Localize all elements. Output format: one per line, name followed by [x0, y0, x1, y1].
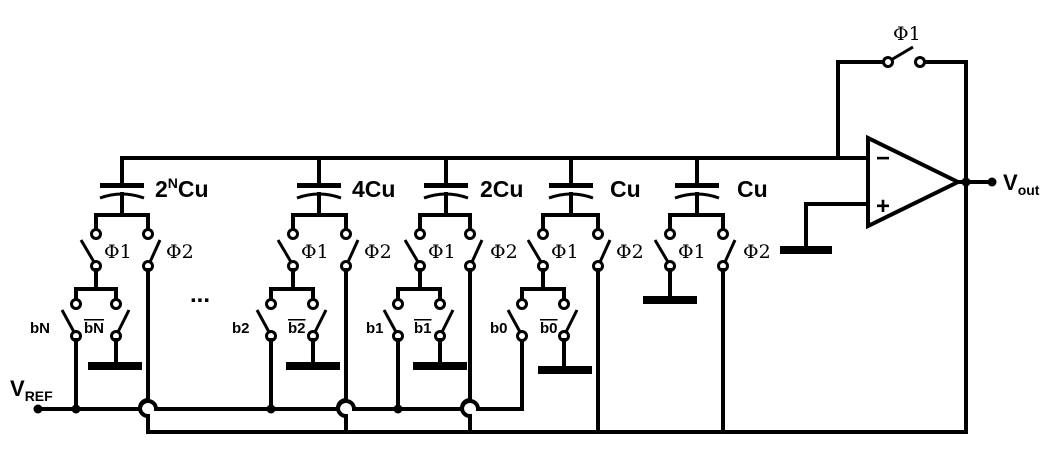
- feedback-wire: [836, 60, 968, 184]
- branch-b1: 2Cu Φ1 Φ2 b1 b1: [366, 156, 523, 434]
- opamp: − +: [866, 134, 963, 230]
- branch-bn-bit: bN: [30, 320, 50, 337]
- branch-term-phi1: Φ1: [678, 241, 706, 263]
- branch-b2: 4Cu Φ1 Φ2 b2 b2: [232, 156, 395, 434]
- branch-b2-bitbar: b2: [288, 320, 306, 337]
- branch-b0: Cu Φ1 Φ2 b0 b0: [490, 156, 644, 434]
- feedback-phi1-label: Φ1: [893, 23, 921, 45]
- cap-2n-label: 2NCu: [155, 175, 209, 202]
- branch-b2-bit: b2: [232, 320, 250, 337]
- branch-bn-bitbar: bN: [84, 320, 104, 337]
- cap-4cu-top-plate: [297, 183, 341, 188]
- branch-b0-bitbar: b0: [540, 320, 558, 337]
- cap-cu-term-label: Cu: [737, 176, 768, 202]
- branch-b1-phi2: Φ2: [490, 241, 518, 263]
- branch-bn-ground: [88, 362, 142, 370]
- cap-4cu-label: 4Cu: [352, 176, 395, 202]
- vout-terminal: [987, 177, 997, 187]
- cap-2cu-label: 2Cu: [480, 176, 523, 202]
- opamp-plus-input-wire: [804, 202, 870, 252]
- branch-b1-bit: b1: [366, 320, 384, 337]
- vout-label: Vout: [1003, 170, 1040, 198]
- ellipsis: ...: [190, 281, 210, 308]
- branch-b1-phi1: Φ1: [428, 241, 456, 263]
- cap-cu-b0-top-plate: [549, 183, 593, 188]
- output-return-wire: [146, 180, 968, 434]
- cap-cu-term-top-plate: [675, 183, 719, 188]
- branch-term-phi2: Φ2: [743, 241, 771, 263]
- branch-term: Cu Φ1 Φ2: [643, 156, 771, 434]
- cap-cu-b0-label: Cu: [610, 176, 641, 202]
- cap-2cu-top-plate: [424, 183, 468, 188]
- opamp-plus-sign: +: [876, 193, 890, 220]
- branch-b2-ground: [286, 362, 340, 370]
- vref-bus: [36, 338, 524, 411]
- branch-b0-phi1: Φ1: [551, 241, 579, 263]
- vref-label: VREF: [10, 376, 53, 404]
- feedback-switch-phi1: Φ1: [882, 23, 926, 68]
- branch-b0-ground: [538, 366, 592, 374]
- cap-2n-top-plate: [100, 183, 144, 188]
- branch-b0-bit: b0: [490, 320, 508, 337]
- branch-bn: 2NCu Φ1 Φ2 bN bN: [30, 156, 209, 434]
- branch-b2-phi2: Φ2: [364, 241, 392, 263]
- branch-b2-phi1: Φ1: [301, 241, 329, 263]
- opamp-plus-ground: [780, 246, 832, 254]
- branch-bn-phi1: Φ1: [104, 241, 132, 263]
- opamp-minus-sign: −: [876, 145, 890, 172]
- branch-b1-bitbar: b1: [414, 320, 432, 337]
- branch-bn-phi2: Φ2: [166, 241, 194, 263]
- branch-term-ground: [643, 296, 697, 304]
- branch-b0-phi2: Φ2: [616, 241, 644, 263]
- branch-b1-ground: [413, 362, 467, 370]
